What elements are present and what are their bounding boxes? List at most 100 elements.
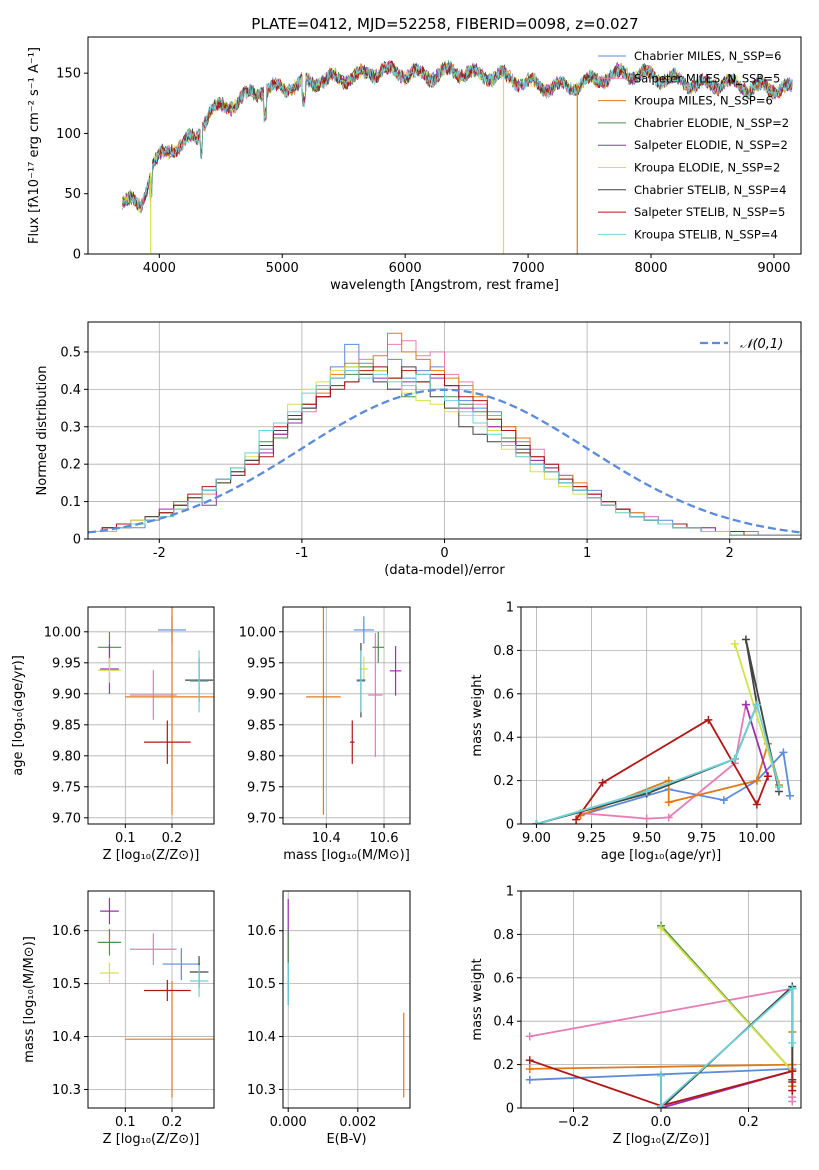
weight-marker bbox=[525, 1064, 534, 1073]
y-tick-label: 0.4 bbox=[60, 383, 81, 398]
y-tick-label: 0.3 bbox=[60, 420, 81, 435]
x-tick-label: 9.75 bbox=[687, 831, 716, 846]
weight-marker bbox=[657, 1071, 665, 1080]
y-tick-label: 9.90 bbox=[52, 687, 81, 702]
x-tick-label: 2 bbox=[726, 546, 734, 561]
x-tick-label: 10.00 bbox=[738, 831, 775, 846]
axes-frame bbox=[282, 890, 411, 1109]
weight-marker bbox=[642, 787, 651, 796]
x-tick-label: 0.1 bbox=[115, 1115, 136, 1130]
weight-marker bbox=[525, 1056, 534, 1065]
weight-marker bbox=[752, 800, 761, 809]
weight-marker bbox=[572, 815, 581, 824]
y-tick-label: 1 bbox=[506, 885, 514, 900]
y-tick-label: 0.8 bbox=[493, 928, 514, 943]
panel-weight_vs_age: 9.00 9.25 9.50 9.75 10.00 0 0.2 0.4 0.6 0.8 1 age [… bbox=[470, 601, 802, 863]
x-tick-label: 8000 bbox=[634, 261, 667, 276]
weight-marker bbox=[741, 700, 750, 709]
x-tick-label: 0.2 bbox=[162, 1115, 183, 1130]
weight-marker bbox=[664, 813, 673, 822]
y-tick-label: 9.95 bbox=[247, 656, 276, 671]
gaussian-reference-curve bbox=[88, 388, 801, 534]
y-tick-label: 0.2 bbox=[493, 774, 514, 789]
x-tick-label: 10.6 bbox=[370, 831, 399, 846]
y-tick-label: 0 bbox=[73, 533, 81, 548]
legend-label: Salpeter ELODIE, N_SSP=2 bbox=[634, 138, 788, 152]
weight-line-salpeter-elodie bbox=[745, 704, 769, 777]
panel-weight_vs_Z: −0.2 0.0 0.2 0 0.2 0.4 0.6 0.8 1 Z [log₁₀(Z/Z⊙)] m… bbox=[470, 885, 802, 1147]
x-tick-label: 0.0 bbox=[651, 1115, 672, 1130]
weight-marker bbox=[525, 1032, 534, 1041]
weight-marker bbox=[752, 776, 761, 785]
x-axis-label: mass [log₁₀(M/M⊙)] bbox=[283, 848, 410, 863]
legend: Chabrier MILES, N_SSP=6 Salpeter MILES, N… bbox=[598, 49, 789, 241]
x-axis-label: Z [log₁₀(Z/Z⊙)] bbox=[613, 1132, 710, 1147]
y-tick-label: 0.1 bbox=[60, 495, 81, 510]
weight-line-kroupa-elodie bbox=[734, 643, 780, 788]
y-tick-label: 9.70 bbox=[247, 811, 276, 826]
y-tick-label: 9.75 bbox=[247, 780, 276, 795]
y-tick-label: 50 bbox=[64, 187, 81, 202]
panel-mass_vs_ebv: 0.000 0.002 10.3 10.4 10.5 10.6 E(B-V) bbox=[247, 890, 411, 1147]
y-tick-label: 0.2 bbox=[493, 1058, 514, 1073]
weight-line-kroupa-stelib bbox=[660, 986, 794, 1108]
spectrum-line-kroupa-stelib bbox=[122, 60, 793, 208]
x-tick-label: 4000 bbox=[143, 261, 176, 276]
weight-marker bbox=[752, 700, 761, 709]
weight-marker bbox=[657, 923, 665, 932]
weight-marker bbox=[785, 791, 794, 800]
x-tick-label: 10.4 bbox=[312, 831, 341, 846]
x-axis-label: (data-model)/error bbox=[384, 563, 505, 578]
x-tick-label: 9.50 bbox=[632, 831, 661, 846]
weight-marker bbox=[719, 796, 728, 805]
panel-spectrum: 4000 5000 6000 7000 8000 9000 0 50 100 150 wavelen… bbox=[27, 36, 802, 293]
legend-label: Kroupa MILES, N_SSP=6 bbox=[634, 94, 773, 108]
weight-marker bbox=[788, 984, 797, 993]
legend-label: Kroupa ELODIE, N_SSP=2 bbox=[634, 161, 780, 175]
legend-label: Salpeter MILES, N_SSP=5 bbox=[634, 71, 780, 85]
y-tick-label: 10.4 bbox=[247, 1030, 276, 1045]
weight-marker bbox=[525, 1075, 534, 1084]
plot-area bbox=[97, 607, 214, 815]
y-tick-label: 9.95 bbox=[52, 656, 81, 671]
y-tick-label: 0.6 bbox=[493, 687, 514, 702]
plot-area bbox=[97, 897, 214, 1098]
y-tick-label: 9.85 bbox=[247, 718, 276, 733]
y-tick-label: 9.90 bbox=[247, 687, 276, 702]
y-tick-label: 10.6 bbox=[247, 924, 276, 939]
y-tick-label: 0 bbox=[73, 248, 81, 263]
axes-frame bbox=[87, 606, 215, 825]
weight-marker bbox=[779, 748, 788, 757]
x-axis-label: age [log₁₀(age/yr)] bbox=[601, 848, 722, 863]
y-tick-label: 150 bbox=[56, 67, 81, 82]
weight-line-salpeter-miles bbox=[580, 704, 747, 820]
y-tick-label: 10.6 bbox=[52, 924, 81, 939]
legend-label: 𝒩(0,1) bbox=[740, 337, 783, 352]
y-tick-label: 1 bbox=[506, 601, 514, 616]
legend-label: Chabrier ELODIE, N_SSP=2 bbox=[634, 116, 789, 130]
weight-marker bbox=[730, 754, 739, 763]
weight-marker bbox=[704, 715, 713, 724]
weight-marker bbox=[788, 1077, 797, 1086]
y-tick-label: 10.5 bbox=[247, 977, 276, 992]
x-tick-label: -1 bbox=[295, 546, 308, 561]
axes-frame bbox=[87, 36, 802, 255]
x-axis-label: Z [log₁₀(Z/Z⊙)] bbox=[103, 848, 200, 863]
y-tick-label: 9.80 bbox=[247, 749, 276, 764]
weight-marker bbox=[763, 772, 772, 781]
weight-marker bbox=[774, 783, 783, 792]
x-tick-label: 0 bbox=[440, 546, 448, 561]
figure-title: PLATE=0412, MJD=52258, FIBERID=0098, z=0… bbox=[251, 15, 638, 33]
legend: 𝒩(0,1) bbox=[700, 337, 783, 352]
weight-marker bbox=[657, 1101, 665, 1108]
weight-line-kroupa-elodie bbox=[660, 927, 793, 1072]
legend-label: Salpeter STELIB, N_SSP=5 bbox=[634, 205, 785, 219]
panel-mass_vs_Z: 0.1 0.2 10.3 10.4 10.5 10.6 Z [log₁₀(Z/Z⊙)] mas… bbox=[22, 890, 215, 1147]
y-axis-label: mass weight bbox=[470, 958, 485, 1040]
weight-marker bbox=[664, 798, 673, 807]
y-tick-label: 9.85 bbox=[52, 718, 81, 733]
x-tick-label: 0.000 bbox=[270, 1115, 307, 1130]
x-tick-label: 1 bbox=[583, 546, 591, 561]
y-tick-label: 10.00 bbox=[239, 625, 276, 640]
y-tick-label: 10.4 bbox=[52, 1030, 81, 1045]
